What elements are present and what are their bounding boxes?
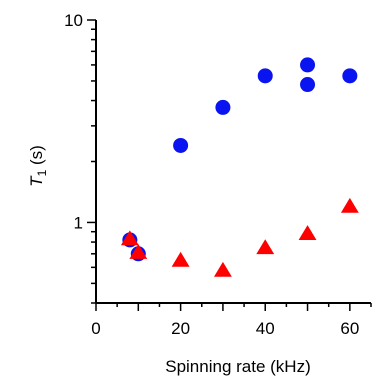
x-axis-title: Spinning rate (kHz) bbox=[165, 357, 311, 376]
data-point-circle bbox=[300, 57, 316, 73]
data-point-triangle bbox=[129, 244, 148, 259]
x-axis-ticks: 0 20 40 60 bbox=[91, 303, 372, 338]
data-point-triangle bbox=[298, 225, 317, 241]
data-marks bbox=[120, 57, 359, 277]
y-tick-label: 1 bbox=[74, 213, 83, 232]
data-point-circle bbox=[173, 137, 189, 153]
x-tick-label: 0 bbox=[91, 319, 100, 338]
data-point-triangle bbox=[171, 251, 190, 267]
data-point-triangle bbox=[213, 261, 232, 277]
x-tick-label: 40 bbox=[256, 319, 275, 338]
y-axis-title-subscript: 1 bbox=[35, 169, 49, 176]
data-point-triangle bbox=[340, 197, 359, 213]
data-point-triangle bbox=[120, 230, 139, 246]
data-point-circle bbox=[300, 77, 316, 93]
x-tick-label: 60 bbox=[340, 319, 359, 338]
y-axis-title-unit: (s) bbox=[27, 145, 46, 170]
y-axis-title-symbol: T bbox=[27, 175, 46, 187]
y-tick-label: 10 bbox=[64, 11, 83, 30]
data-point-triangle bbox=[256, 239, 275, 255]
x-tick-label: 20 bbox=[171, 319, 190, 338]
data-point-circle bbox=[257, 68, 273, 84]
y-axis-title: T1 (s) bbox=[27, 145, 49, 187]
data-point-circle bbox=[342, 68, 358, 84]
y-axis-ticks: 1 10 bbox=[64, 11, 96, 304]
data-point-circle bbox=[215, 99, 231, 115]
